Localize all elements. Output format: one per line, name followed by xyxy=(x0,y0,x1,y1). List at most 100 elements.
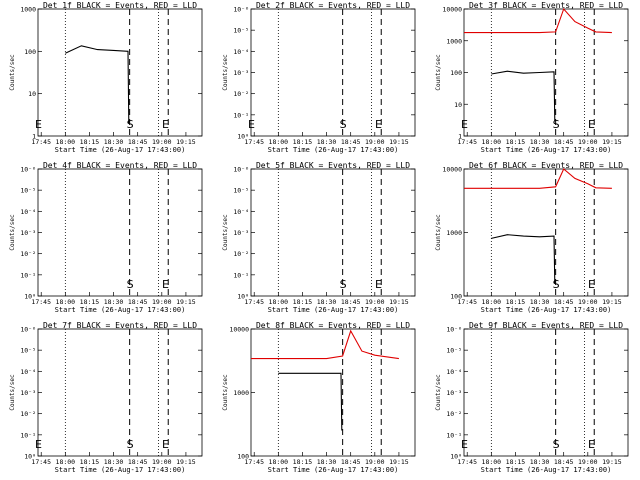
y-tick-label: 10⁻³ xyxy=(446,389,462,397)
x-tick-label: 18:30 xyxy=(104,298,124,306)
y-tick-label: 10⁻¹ xyxy=(233,271,249,279)
x-tick-label: 17:45 xyxy=(457,298,477,306)
y-tick-label: 100 xyxy=(450,69,462,77)
y-tick-label: 10 xyxy=(28,90,36,98)
end-marker: E xyxy=(162,118,169,131)
detector-panel: Det 8f BLACK = Events, RED = LLD 100 1000 1… xyxy=(213,320,426,480)
x-axis-label: Start Time (26-Aug-17 17:43:00) xyxy=(481,466,612,474)
x-tick-label: 18:45 xyxy=(341,458,361,466)
detector-panel: Det 3f BLACK = Events, RED = LLD 1 10 100 10… xyxy=(426,0,639,160)
y-axis-label: Counts/sec xyxy=(222,214,229,251)
y-tick-label: 1000 xyxy=(446,37,462,45)
y-tick-label: 10⁰ xyxy=(450,453,462,461)
x-tick-label: 18:30 xyxy=(317,458,337,466)
end-marker: E xyxy=(588,278,595,291)
x-tick-label: 19:00 xyxy=(365,138,385,146)
plot-frame xyxy=(463,328,629,457)
x-axis-label: Start Time (26-Aug-17 17:43:00) xyxy=(55,466,186,474)
x-tick-label: 19:15 xyxy=(602,138,622,146)
y-tick-label: 10⁻³ xyxy=(233,229,249,237)
x-tick-label: 18:00 xyxy=(56,298,76,306)
y-tick-label: 10⁻² xyxy=(20,250,36,258)
plot-frame xyxy=(37,168,203,297)
y-tick-label: 10⁰ xyxy=(24,293,36,301)
events-series-line xyxy=(491,234,556,284)
y-tick-label: 10⁻⁴ xyxy=(233,208,249,216)
lld-series-line xyxy=(464,168,612,189)
x-tick-label: 18:00 xyxy=(482,298,502,306)
end-marker: E xyxy=(588,438,595,451)
y-tick-label: 10⁻³ xyxy=(20,229,36,237)
x-tick-label: 18:30 xyxy=(317,298,337,306)
detector-panel: Det 9f BLACK = Events, RED = LLD 10⁰ 10⁻¹ 1… xyxy=(426,320,639,480)
y-tick-label: 10⁻⁴ xyxy=(20,368,36,376)
chart-title: Det 7f BLACK = Events, RED = LLD xyxy=(43,321,197,330)
y-tick-label: 10⁻⁵ xyxy=(20,347,36,355)
x-tick-label: 18:15 xyxy=(506,138,526,146)
y-axis-label: Counts/sec xyxy=(435,214,442,251)
y-tick-label: 10⁻³ xyxy=(20,389,36,397)
y-tick-label: 10⁻² xyxy=(20,410,36,418)
x-tick-label: 17:45 xyxy=(457,458,477,466)
x-tick-label: 17:45 xyxy=(244,138,264,146)
y-tick-label: 10⁻⁴ xyxy=(233,48,249,56)
y-axis-label: Counts/sec xyxy=(222,374,229,411)
x-tick-label: 19:15 xyxy=(602,298,622,306)
x-tick-label: 19:00 xyxy=(152,298,172,306)
x-tick-label: 18:45 xyxy=(128,458,148,466)
x-tick-label: 17:45 xyxy=(457,138,477,146)
y-axis-label: Counts/sec xyxy=(9,54,16,91)
x-tick-label: 18:15 xyxy=(80,138,100,146)
y-tick-label: 10 xyxy=(454,101,462,109)
x-axis-label: Start Time (26-Aug-17 17:43:00) xyxy=(55,146,186,154)
start-marker: S xyxy=(127,438,134,451)
detector-panel: Det 1f BLACK = Events, RED = LLD 1 10 100 10… xyxy=(0,0,213,160)
y-tick-label: 10000 xyxy=(442,166,462,174)
chart-title: Det 5f BLACK = Events, RED = LLD xyxy=(256,161,410,170)
x-tick-label: 18:00 xyxy=(56,138,76,146)
y-tick-label: 10⁰ xyxy=(237,293,249,301)
start-marker: S xyxy=(553,438,560,451)
y-tick-label: 100 xyxy=(24,48,36,56)
x-tick-label: 18:15 xyxy=(293,138,313,146)
end-marker: E xyxy=(35,438,42,451)
y-tick-label: 10⁻³ xyxy=(233,69,249,77)
x-tick-label: 18:45 xyxy=(554,458,574,466)
y-tick-label: 10⁻⁴ xyxy=(446,368,462,376)
chart-title: Det 1f BLACK = Events, RED = LLD xyxy=(43,1,197,10)
x-tick-label: 18:00 xyxy=(482,458,502,466)
lld-series-line xyxy=(251,329,399,360)
start-marker: S xyxy=(127,278,134,291)
end-marker: E xyxy=(588,118,595,131)
y-tick-label: 1000 xyxy=(446,229,462,237)
detector-chart: Det 5f BLACK = Events, RED = LLD 10⁰ 10⁻¹ 1… xyxy=(222,161,416,314)
detector-chart: Det 9f BLACK = Events, RED = LLD 10⁰ 10⁻¹ 1… xyxy=(435,321,629,474)
x-axis-label: Start Time (26-Aug-17 17:43:00) xyxy=(268,466,399,474)
x-tick-label: 19:15 xyxy=(602,458,622,466)
x-axis-label: Start Time (26-Aug-17 17:43:00) xyxy=(481,146,612,154)
events-series-line xyxy=(278,372,343,431)
x-tick-label: 18:30 xyxy=(530,138,550,146)
plot-frame xyxy=(250,8,416,137)
y-axis-label: Counts/sec xyxy=(222,54,229,91)
x-tick-label: 18:45 xyxy=(128,298,148,306)
detector-chart: Det 2f BLACK = Events, RED = LLD 10⁰ 10⁻¹ 1… xyxy=(222,1,416,154)
x-tick-label: 18:00 xyxy=(56,458,76,466)
x-tick-label: 19:00 xyxy=(578,138,598,146)
end-marker: E xyxy=(375,278,382,291)
x-tick-label: 19:15 xyxy=(176,458,196,466)
y-tick-label: 10⁻⁵ xyxy=(446,347,462,355)
end-marker: E xyxy=(461,118,468,131)
x-tick-label: 19:15 xyxy=(389,298,409,306)
x-tick-label: 17:45 xyxy=(31,138,51,146)
x-tick-label: 18:15 xyxy=(293,458,313,466)
end-marker: E xyxy=(375,118,382,131)
y-tick-label: 100 xyxy=(450,293,462,301)
chart-title: Det 3f BLACK = Events, RED = LLD xyxy=(469,1,623,10)
x-tick-label: 17:45 xyxy=(31,298,51,306)
plot-frame xyxy=(37,328,203,457)
x-tick-label: 17:45 xyxy=(31,458,51,466)
y-tick-label: 1000 xyxy=(20,6,36,14)
x-axis-label: Start Time (26-Aug-17 17:43:00) xyxy=(268,146,399,154)
